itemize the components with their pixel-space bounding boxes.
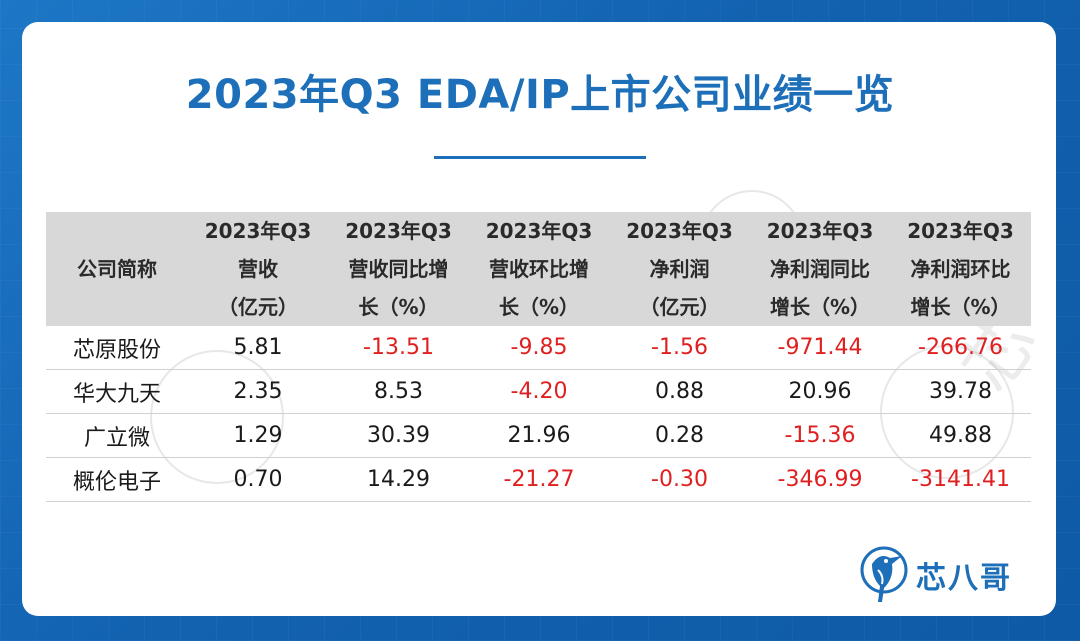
column-header-line: 长（%） <box>358 295 439 319</box>
column-header-line: （亿元） <box>218 295 298 319</box>
table-header-row: 公司简称 2023年Q3 营收 （亿元） 2023年Q3 营收同比增 长（%） 2023年Q3… <box>46 212 1031 326</box>
table-body: 芯原股份 5.81 -13.51 -9.85 -1.56 -971.44 -266.76 华大… <box>46 326 1031 502</box>
value-cell: -9.85 <box>469 326 609 370</box>
column-header-line: 2023年Q3 <box>766 219 874 243</box>
value-cell: 5.81 <box>188 326 328 370</box>
value-cell: 20.96 <box>750 369 890 414</box>
column-header-line: 2023年Q3 <box>485 219 593 243</box>
value-cell: 0.70 <box>188 457 328 502</box>
column-header-line: 2023年Q3 <box>907 219 1014 243</box>
column-header: 2023年Q3 营收同比增长（%） <box>328 212 469 326</box>
company-name-cell: 芯原股份 <box>46 326 188 370</box>
brand-name: 芯八哥 <box>916 561 1012 596</box>
column-header: 2023年Q3 营收环比增长（%） <box>469 212 609 326</box>
value-cell: 30.39 <box>328 413 469 458</box>
value-cell: -15.36 <box>750 413 890 458</box>
table-row: 华大九天 2.35 8.53 -4.20 0.88 20.96 39.78 <box>46 369 1031 414</box>
value-cell: -1.56 <box>609 326 750 370</box>
value-cell: 21.96 <box>469 413 609 458</box>
column-header-line: 营收同比增 <box>348 257 449 281</box>
value-cell: 2.35 <box>188 369 328 414</box>
value-cell: -3141.41 <box>890 457 1031 502</box>
column-header: 2023年Q3 净利润环比增长（%） <box>890 212 1031 326</box>
value-cell: 0.28 <box>609 413 750 458</box>
column-header-line: 营收 <box>238 257 278 281</box>
column-header: 2023年Q3 净利润 （亿元） <box>609 212 750 326</box>
page-title: 2023年Q3 EDA/IP上市公司业绩一览 <box>185 72 895 118</box>
results-table: 公司简称 2023年Q3 营收 （亿元） 2023年Q3 营收同比增 长（%） 2023年Q3… <box>46 212 1031 502</box>
column-header: 2023年Q3 净利润同比增长（%） <box>750 212 890 326</box>
brand-logo: 芯八哥 <box>858 544 1012 606</box>
column-header-line: 净利润 <box>649 257 710 281</box>
column-header-line: 2023年Q3 <box>345 219 452 243</box>
title-underline <box>434 156 646 159</box>
column-header-line: 长（%） <box>498 295 580 319</box>
column-header-line: 净利润同比 <box>770 257 870 281</box>
value-cell: 39.78 <box>890 369 1031 414</box>
column-header-line: 2023年Q3 <box>204 219 312 243</box>
column-header-line: 增长（%） <box>910 295 1011 319</box>
value-cell: -346.99 <box>750 457 890 502</box>
company-name-cell: 概伦电子 <box>46 457 188 502</box>
column-header-line: 公司简称 <box>77 257 157 281</box>
column-header-line: 净利润环比 <box>910 257 1011 281</box>
value-cell: -13.51 <box>328 326 469 370</box>
column-header-line: 营收环比增 <box>489 257 589 281</box>
value-cell: 1.29 <box>188 413 328 458</box>
value-cell: 8.53 <box>328 369 469 414</box>
column-header: 2023年Q3 营收 （亿元） <box>188 212 328 326</box>
value-cell: -21.27 <box>469 457 609 502</box>
value-cell: -0.30 <box>609 457 750 502</box>
column-header: 公司简称 <box>46 212 188 326</box>
company-name-cell: 华大九天 <box>46 369 188 414</box>
column-header-line: 增长（%） <box>769 295 871 319</box>
company-name-cell: 广立微 <box>46 413 188 458</box>
table-row: 广立微 1.29 30.39 21.96 0.28 -15.36 49.88 <box>46 413 1031 458</box>
table-row: 芯原股份 5.81 -13.51 -9.85 -1.56 -971.44 -266.76 <box>46 326 1031 370</box>
kingfisher-bird-icon <box>860 546 908 602</box>
value-cell: -971.44 <box>750 326 890 370</box>
value-cell: 0.88 <box>609 369 750 414</box>
value-cell: 49.88 <box>890 413 1031 458</box>
column-header-line: 2023年Q3 <box>626 219 733 243</box>
value-cell: -4.20 <box>469 369 609 414</box>
table-row: 概伦电子 0.70 14.29 -21.27 -0.30 -346.99 -3141.41 <box>46 457 1031 502</box>
value-cell: 14.29 <box>328 457 469 502</box>
column-header-line: （亿元） <box>639 295 720 319</box>
value-cell: -266.76 <box>890 326 1031 370</box>
